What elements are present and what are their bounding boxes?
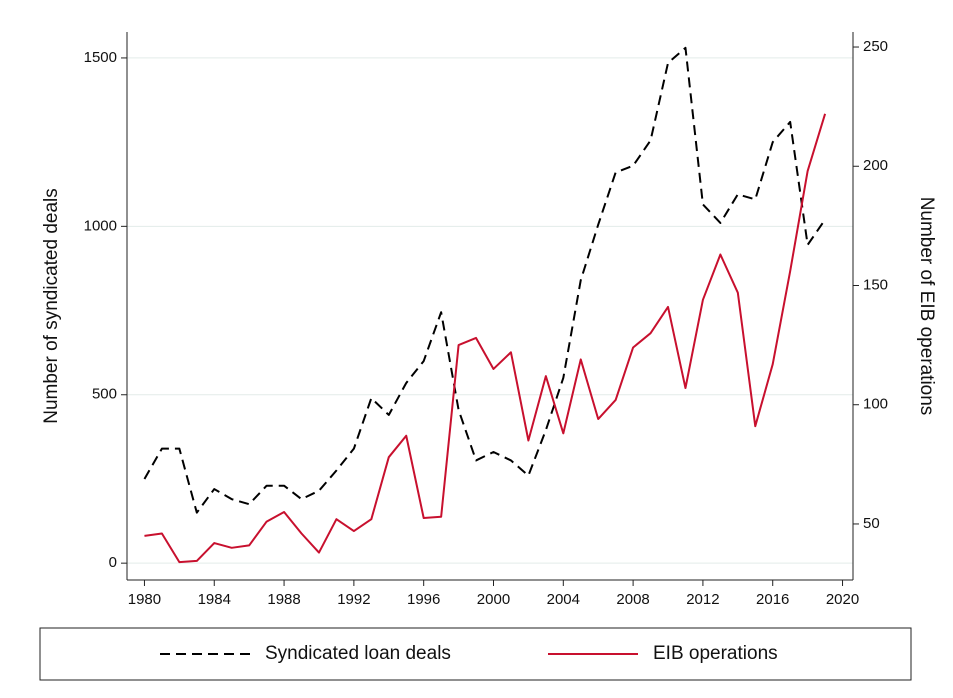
x-tick-label: 2016 — [756, 591, 789, 608]
x-tick-label: 1980 — [128, 591, 161, 608]
legend-label: Syndicated loan deals — [265, 643, 451, 664]
y-axis-title: Number of syndicated deals — [41, 188, 62, 424]
y-tick-label: 0 — [109, 554, 117, 571]
y2-axis-title: Number of EIB operations — [916, 197, 937, 416]
x-tick-label: 1984 — [198, 591, 231, 608]
x-tick-label: 2012 — [686, 591, 719, 608]
x-tick-label: 1992 — [337, 591, 370, 608]
y2-tick-label: 200 — [863, 157, 888, 174]
y-tick-label: 1000 — [84, 217, 117, 234]
x-tick-label: 2000 — [477, 591, 510, 608]
x-tick-label: 2004 — [547, 591, 580, 608]
legend-label: EIB operations — [653, 643, 778, 664]
x-tick-label: 1988 — [267, 591, 300, 608]
series-line — [143, 46, 826, 514]
y-tick-label: 1500 — [84, 49, 117, 66]
y2-tick-label: 100 — [863, 396, 888, 413]
y2-tick-label: 150 — [863, 276, 888, 293]
x-tick-label: 2020 — [826, 591, 859, 608]
x-tick-label: 2008 — [616, 591, 649, 608]
series-line — [144, 113, 827, 564]
y2-tick-label: 250 — [863, 38, 888, 55]
y-tick-label: 500 — [92, 386, 117, 403]
legend-box — [39, 627, 912, 681]
y2-tick-label: 50 — [863, 515, 880, 532]
x-tick-label: 1996 — [407, 591, 440, 608]
